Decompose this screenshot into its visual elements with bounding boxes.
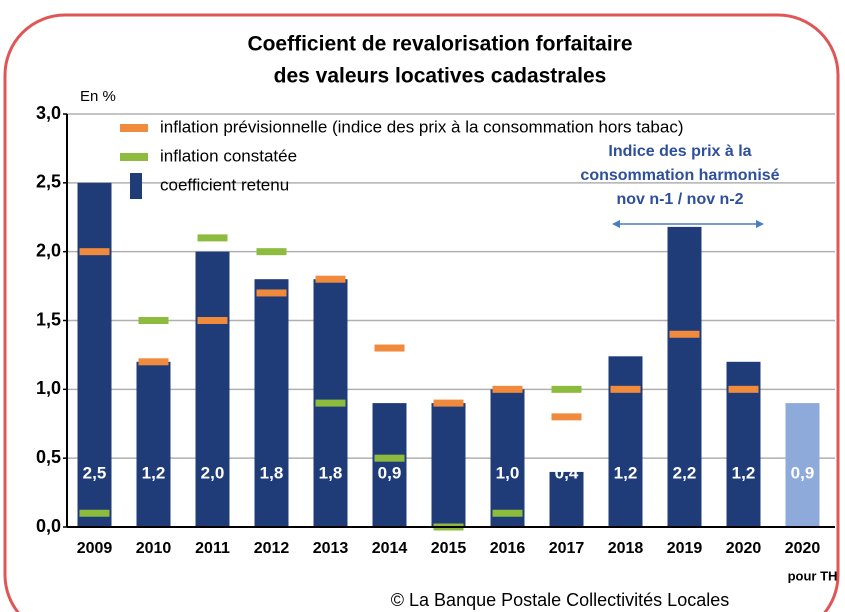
dash-marker — [551, 385, 582, 393]
bar — [136, 361, 171, 527]
x-tick-label: 2018 — [608, 540, 644, 557]
dash-marker — [669, 330, 700, 338]
source: © La Banque Postale Collectivités Locale… — [391, 590, 729, 610]
bar — [667, 226, 702, 528]
dash-marker — [315, 275, 346, 283]
y-tick-label: 1,5 — [36, 309, 61, 329]
x-tick-label: 2012 — [254, 540, 290, 557]
dash-marker — [492, 385, 523, 393]
bar — [372, 403, 407, 527]
dash-marker — [79, 248, 110, 256]
x-tick-label: 2020 — [726, 540, 762, 557]
value-label: 2,0 — [201, 463, 225, 482]
annotation: nov n-1 / nov n-2 — [616, 191, 743, 208]
value-label: 0,9 — [791, 463, 815, 482]
bar — [195, 251, 230, 527]
x-tick-label: 2015 — [431, 540, 467, 557]
y-tick-label: 0,0 — [36, 516, 61, 536]
bar — [254, 279, 289, 527]
dash-marker — [256, 248, 287, 256]
y-tick-label: 1,0 — [36, 378, 61, 398]
frame — [3, 13, 840, 612]
x-tick-label: 2019 — [667, 540, 703, 557]
x-tick-label: 2014 — [372, 540, 408, 557]
bar — [431, 403, 466, 527]
x-tick-label: 2016 — [490, 540, 526, 557]
legend-label: inflation prévisionnelle (indice des pri… — [160, 117, 684, 136]
dash-marker — [433, 399, 464, 407]
x-tick-sublabel: pour TH — [788, 568, 838, 583]
legend-swatch — [130, 173, 142, 199]
y-tick-label: 0,5 — [36, 447, 61, 467]
dash-marker — [374, 344, 405, 352]
annotation: Indice des prix à la — [608, 143, 751, 160]
dash-marker — [551, 413, 582, 421]
value-label: 1,8 — [260, 463, 284, 482]
dash-marker — [138, 317, 169, 324]
value-label: 1,2 — [732, 463, 756, 482]
y-tick-label: 2,0 — [36, 240, 61, 260]
value-label: 1,2 — [142, 463, 166, 482]
legend-label: coefficient retenu — [160, 175, 289, 194]
x-tick-label: 2011 — [195, 540, 230, 557]
chart-title: Coefficient de revalorisation forfaitair… — [247, 33, 632, 56]
dash-marker — [315, 399, 346, 407]
annotation: consommation harmonisé — [580, 167, 779, 184]
x-tick-label: 2020 — [785, 540, 821, 557]
value-label: 0,9 — [378, 463, 402, 482]
legend-swatch — [120, 153, 148, 161]
x-tick-label: 2013 — [313, 540, 349, 557]
dash-marker — [79, 509, 110, 517]
bar — [608, 356, 643, 527]
dash-marker — [197, 234, 228, 242]
dash-marker — [256, 289, 287, 297]
chart-title: des valeurs locatives cadastrales — [274, 65, 607, 88]
y-tick-label: 2,5 — [36, 172, 61, 192]
value-label: 1,8 — [319, 463, 343, 482]
value-label: 0,4 — [555, 463, 579, 482]
dash-marker — [728, 385, 759, 393]
y-axis-label: En % — [80, 88, 116, 105]
x-tick-label: 2009 — [77, 540, 113, 557]
bar — [785, 403, 820, 527]
bar — [549, 471, 584, 527]
value-label: 2,5 — [83, 463, 107, 482]
dash-marker — [492, 509, 523, 517]
dash-marker — [374, 454, 405, 462]
bar — [77, 182, 112, 528]
legend-swatch — [120, 124, 148, 132]
dash-marker — [610, 385, 641, 393]
dash-marker — [138, 358, 169, 366]
dash-marker — [197, 317, 228, 324]
x-tick-label: 2017 — [549, 540, 585, 557]
value-label: 1,2 — [614, 463, 638, 482]
bar — [490, 389, 525, 527]
value-label: 1,0 — [496, 463, 520, 482]
x-tick-label: 2010 — [136, 540, 172, 557]
legend-label: inflation constatée — [160, 146, 297, 165]
y-tick-label: 3,0 — [36, 103, 61, 123]
value-label: 2,2 — [673, 463, 697, 482]
